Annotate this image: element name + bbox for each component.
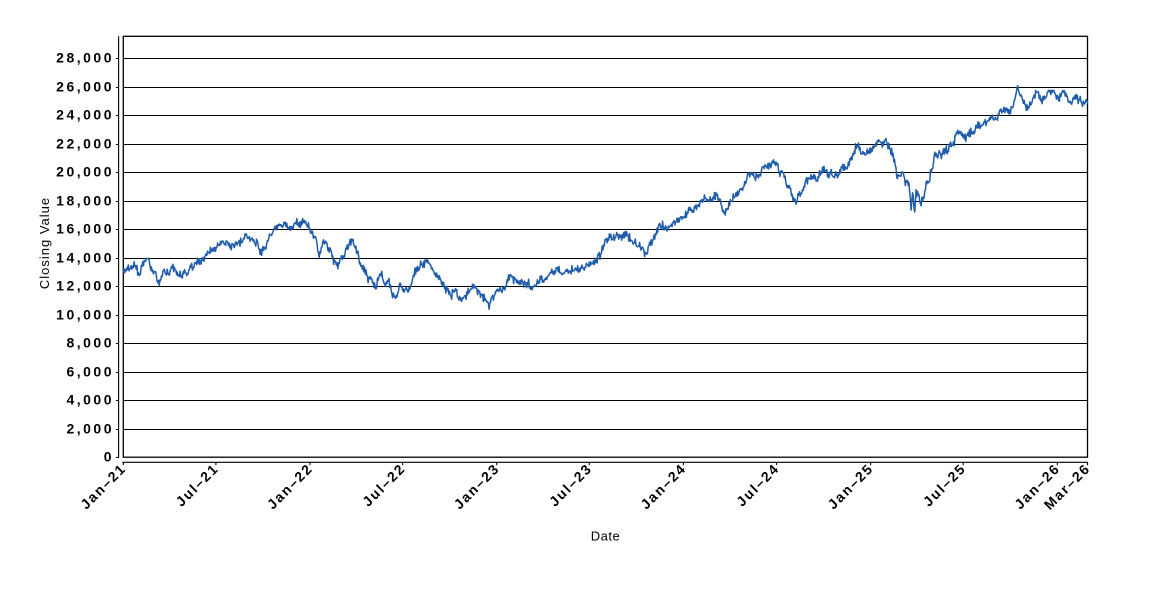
- svg-text:0: 0: [104, 449, 114, 465]
- svg-text:12,000: 12,000: [56, 278, 114, 294]
- svg-text:2,000: 2,000: [66, 421, 114, 437]
- svg-text:20,000: 20,000: [56, 164, 114, 180]
- svg-text:16,000: 16,000: [56, 221, 114, 237]
- svg-text:8,000: 8,000: [66, 335, 114, 351]
- svg-text:Closing Value: Closing Value: [37, 197, 52, 289]
- svg-text:14,000: 14,000: [56, 250, 114, 266]
- svg-text:10,000: 10,000: [56, 307, 114, 323]
- svg-text:28,000: 28,000: [56, 50, 114, 66]
- svg-text:6,000: 6,000: [66, 364, 114, 380]
- svg-text:18,000: 18,000: [56, 193, 114, 209]
- svg-text:Date: Date: [591, 529, 620, 544]
- svg-text:22,000: 22,000: [56, 136, 114, 152]
- svg-text:24,000: 24,000: [56, 107, 114, 123]
- svg-text:4,000: 4,000: [66, 392, 114, 408]
- svg-text:26,000: 26,000: [56, 79, 114, 95]
